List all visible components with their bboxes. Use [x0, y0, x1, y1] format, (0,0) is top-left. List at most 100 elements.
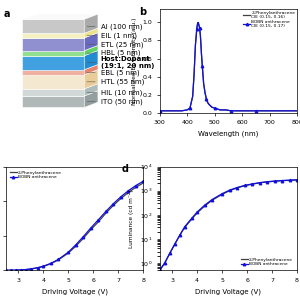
Polygon shape	[22, 33, 98, 38]
2-Phenylanthracene	[250, 182, 254, 186]
BOBN anthracene	[24, 268, 28, 271]
2-Phenylanthracene
CIE (0.15, 0.16)	[200, 52, 203, 56]
Line: BOBN anthracene: BOBN anthracene	[158, 178, 298, 271]
BOBN anthracene
CIE (0.15, 0.17)	[295, 109, 299, 113]
BOBN anthracene	[295, 178, 299, 181]
Polygon shape	[22, 69, 98, 75]
BOBN anthracene
CIE (0.15, 0.17)	[191, 95, 194, 98]
2-Phenylanthracene	[19, 268, 23, 272]
Line: BOBN anthracene
CIE (0.15, 0.17): BOBN anthracene CIE (0.15, 0.17)	[158, 21, 298, 112]
BOBN anthracene	[37, 266, 40, 269]
Polygon shape	[22, 84, 98, 89]
Legend: 2-Phenylanthracene, BOBN anthracene: 2-Phenylanthracene, BOBN anthracene	[239, 256, 295, 268]
Polygon shape	[22, 56, 84, 70]
2-Phenylanthracene	[265, 180, 269, 184]
BOBN anthracene	[195, 210, 199, 214]
BOBN anthracene	[273, 179, 276, 183]
2-Phenylanthracene
CIE (0.15, 0.16)	[210, 105, 214, 109]
BOBN anthracene	[104, 210, 108, 213]
2-Phenylanthracene	[42, 265, 45, 268]
Polygon shape	[22, 45, 98, 50]
BOBN anthracene
CIE (0.15, 0.17)	[158, 109, 161, 113]
Text: HIL (10 nm): HIL (10 nm)	[87, 89, 142, 96]
2-Phenylanthracene
CIE (0.15, 0.16)	[213, 106, 216, 110]
BOBN anthracene	[178, 234, 181, 237]
BOBN anthracene
CIE (0.15, 0.17)	[246, 109, 249, 113]
2-Phenylanthracene
CIE (0.15, 0.16)	[229, 109, 233, 113]
BOBN anthracene	[127, 189, 130, 192]
2-Phenylanthracene
CIE (0.15, 0.16)	[196, 21, 200, 24]
Line: 2-Phenylanthracene: 2-Phenylanthracene	[160, 180, 297, 270]
2-Phenylanthracene
CIE (0.15, 0.16)	[203, 91, 207, 94]
BOBN anthracene
CIE (0.15, 0.17)	[199, 42, 203, 46]
2-Phenylanthracene	[203, 204, 206, 208]
BOBN anthracene
CIE (0.15, 0.17)	[207, 103, 211, 106]
2-Phenylanthracene	[243, 184, 246, 187]
2-Phenylanthracene
CIE (0.15, 0.16)	[218, 108, 222, 112]
2-Phenylanthracene	[14, 268, 18, 272]
2-Phenylanthracene	[195, 211, 199, 215]
Polygon shape	[84, 84, 98, 96]
BOBN anthracene	[258, 181, 261, 184]
BOBN anthracene
CIE (0.15, 0.17)	[172, 109, 175, 113]
Text: HTL (55 nm): HTL (55 nm)	[87, 79, 144, 85]
2-Phenylanthracene	[235, 186, 239, 190]
2-Phenylanthracene
CIE (0.15, 0.16)	[202, 82, 206, 86]
2-Phenylanthracene
CIE (0.15, 0.16)	[196, 22, 200, 25]
Text: d: d	[121, 165, 128, 174]
Text: Host:Dopant
(19:1, 20 nm): Host:Dopant (19:1, 20 nm)	[87, 56, 154, 69]
BOBN anthracene
CIE (0.15, 0.17)	[235, 109, 238, 113]
BOBN anthracene
CIE (0.15, 0.17)	[195, 27, 199, 31]
2-Phenylanthracene	[4, 268, 8, 272]
BOBN anthracene
CIE (0.15, 0.17)	[254, 109, 258, 113]
2-Phenylanthracene
CIE (0.15, 0.16)	[198, 26, 201, 30]
2-Phenylanthracene
CIE (0.15, 0.16)	[224, 108, 227, 112]
BOBN anthracene
CIE (0.15, 0.17)	[200, 52, 203, 56]
2-Phenylanthracene	[228, 189, 231, 192]
BOBN anthracene	[168, 252, 172, 255]
Polygon shape	[22, 28, 98, 33]
BOBN anthracene
CIE (0.15, 0.17)	[192, 73, 196, 77]
BOBN anthracene
CIE (0.15, 0.17)	[180, 109, 184, 113]
2-Phenylanthracene	[37, 266, 40, 269]
Polygon shape	[84, 45, 98, 56]
Text: b: b	[139, 7, 146, 17]
BOBN anthracene
CIE (0.15, 0.17)	[206, 101, 210, 105]
2-Phenylanthracene
CIE (0.15, 0.16)	[240, 109, 244, 113]
BOBN anthracene	[119, 195, 123, 199]
2-Phenylanthracene
CIE (0.15, 0.16)	[254, 109, 258, 113]
Text: Al (100 nm): Al (100 nm)	[87, 23, 142, 29]
2-Phenylanthracene	[163, 261, 166, 265]
2-Phenylanthracene	[142, 181, 145, 185]
Polygon shape	[84, 69, 98, 89]
2-Phenylanthracene	[97, 220, 100, 224]
2-Phenylanthracene
CIE (0.15, 0.16)	[268, 109, 271, 113]
BOBN anthracene	[57, 257, 60, 261]
2-Phenylanthracene	[178, 234, 181, 237]
BOBN anthracene	[19, 268, 23, 272]
2-Phenylanthracene	[9, 268, 13, 272]
BOBN anthracene	[243, 184, 246, 187]
Text: ETL (25 nm): ETL (25 nm)	[87, 41, 143, 48]
Polygon shape	[22, 96, 84, 108]
Y-axis label: Normalized EL Intensity (a.u.): Normalized EL Intensity (a.u.)	[132, 17, 137, 105]
2-Phenylanthracene	[183, 226, 187, 229]
2-Phenylanthracene	[295, 178, 299, 182]
Polygon shape	[84, 28, 98, 38]
BOBN anthracene
CIE (0.15, 0.17)	[203, 91, 207, 94]
Line: 2-Phenylanthracene: 2-Phenylanthracene	[6, 183, 143, 270]
BOBN anthracene
CIE (0.15, 0.17)	[196, 21, 200, 24]
Polygon shape	[22, 64, 98, 70]
2-Phenylanthracene
CIE (0.15, 0.16)	[205, 97, 208, 101]
BOBN anthracene	[4, 268, 8, 272]
2-Phenylanthracene
CIE (0.15, 0.16)	[200, 64, 204, 67]
BOBN anthracene	[82, 235, 85, 238]
X-axis label: Driving Voltage (V): Driving Voltage (V)	[195, 288, 261, 295]
2-Phenylanthracene
CIE (0.15, 0.16)	[201, 75, 205, 78]
BOBN anthracene	[9, 268, 13, 272]
Polygon shape	[22, 89, 84, 96]
2-Phenylanthracene
CIE (0.15, 0.16)	[195, 27, 199, 31]
2-Phenylanthracene
CIE (0.15, 0.16)	[194, 43, 197, 47]
Text: a: a	[3, 9, 10, 19]
BOBN anthracene	[142, 179, 145, 183]
